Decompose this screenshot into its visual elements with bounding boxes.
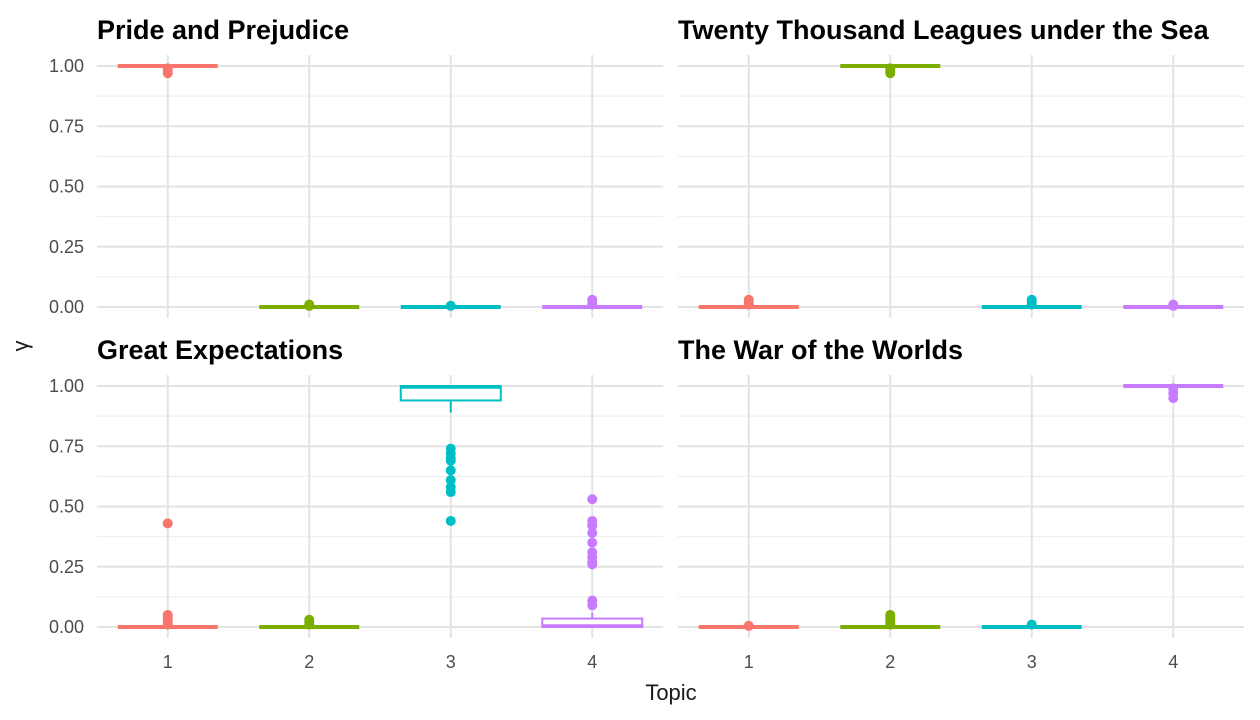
panels-layer: 0.00 0.25 0.50 0.75 1.00 Pride and Prejudice T… [49, 15, 1244, 672]
boxplot-topic-1 [698, 294, 799, 310]
outlier-point [1168, 299, 1179, 310]
facet-panel: 1 2 3 4 The War of the Worlds [678, 335, 1244, 672]
facet-panel: 0.00 0.25 0.50 0.75 1.00 Pride and Prejudice [49, 15, 663, 318]
outlier-point [445, 515, 456, 526]
boxplot-topic-3 [399, 385, 502, 526]
y-tick-label: 0.25 [49, 557, 84, 577]
facet-panel: Twenty Thousand Leagues under the Sea [678, 15, 1244, 318]
x-tick-label: 4 [1168, 652, 1178, 672]
outlier-point [162, 619, 173, 630]
boxplot-topic-1 [117, 518, 218, 630]
boxplot-topic-4 [1123, 299, 1224, 311]
outlier-point [304, 619, 315, 630]
outlier-point [445, 465, 456, 476]
outlier-point [587, 294, 598, 305]
y-tick-label: 0.00 [49, 297, 84, 317]
boxplot-topic-4 [1123, 383, 1224, 404]
y-tick-label: 1.00 [49, 376, 84, 396]
outlier-point [304, 299, 315, 310]
boxplot-topic-2 [840, 609, 941, 630]
boxplot-topic-2 [840, 63, 941, 79]
outlier-point [1168, 393, 1179, 404]
outlier-point [445, 474, 456, 485]
y-tick-label: 0.75 [49, 436, 84, 456]
boxplot-topic-1 [698, 620, 799, 631]
boxplot-topic-4 [541, 494, 644, 629]
y-tick-label: 1.00 [49, 56, 84, 76]
boxplot-topic-3 [400, 300, 501, 311]
boxplot-topic-3 [981, 294, 1082, 310]
boxplot-topic-3 [981, 619, 1082, 630]
panel-title: The War of the Worlds [678, 335, 963, 365]
outlier-point [587, 528, 598, 539]
boxplot-topic-2 [259, 614, 360, 630]
outlier-point [162, 63, 173, 74]
y-axis-title: γ [8, 341, 33, 352]
x-tick-label: 1 [744, 652, 754, 672]
y-tick-label: 0.50 [49, 177, 84, 197]
panel-title: Twenty Thousand Leagues under the Sea [678, 15, 1210, 45]
outlier-point [445, 487, 456, 498]
x-tick-label: 3 [1027, 652, 1037, 672]
boxplot-topic-2 [259, 299, 360, 311]
outlier-point [445, 300, 456, 311]
boxplot-topic-1 [117, 63, 218, 79]
panel-title: Great Expectations [97, 335, 343, 365]
y-tick-label: 0.75 [49, 116, 84, 136]
outlier-point [1026, 294, 1037, 305]
x-tick-label: 2 [304, 652, 314, 672]
x-tick-label: 2 [885, 652, 895, 672]
outlier-point [587, 494, 598, 505]
outlier-point [1026, 619, 1037, 630]
outlier-point [587, 600, 598, 611]
x-axis-title: Topic [645, 680, 696, 705]
outlier-point [587, 559, 598, 570]
facet-panel: 0.00 0.25 0.50 0.75 1.00 1 2 3 4 Great Expectatio… [49, 335, 663, 672]
outlier-point [885, 63, 896, 74]
outlier-point [587, 537, 598, 548]
y-tick-label: 0.25 [49, 237, 84, 257]
panel-title: Pride and Prejudice [97, 15, 349, 45]
outlier-point [445, 455, 456, 466]
outlier-point [743, 294, 754, 305]
y-tick-label: 0.00 [49, 617, 84, 637]
outlier-point [587, 520, 598, 531]
x-tick-label: 4 [587, 652, 597, 672]
x-tick-label: 1 [163, 652, 173, 672]
x-tick-label: 3 [446, 652, 456, 672]
outlier-point [743, 620, 754, 631]
y-tick-label: 0.50 [49, 497, 84, 517]
boxplot-topic-4 [542, 294, 643, 310]
outlier-point [885, 619, 896, 630]
outlier-point [162, 518, 173, 529]
